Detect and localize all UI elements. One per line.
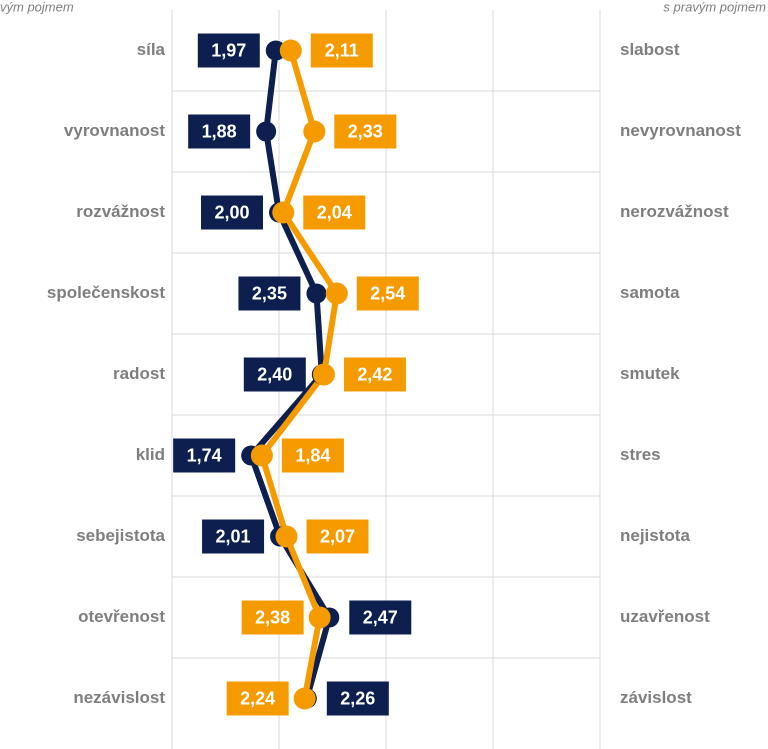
value-label: 2,00	[201, 195, 263, 230]
value-label: 2,35	[238, 276, 301, 311]
value-label-box	[334, 114, 397, 149]
value-label-box	[201, 195, 263, 230]
value-label-box	[243, 357, 306, 392]
value-label-text: 1,84	[295, 445, 330, 465]
value-label: 2,40	[243, 357, 306, 392]
value-label: 2,38	[241, 600, 304, 635]
value-label-box	[343, 357, 406, 392]
left-label: síla	[137, 40, 166, 59]
right-label: samota	[620, 283, 680, 302]
right-note: s pravým pojmem	[663, 0, 766, 14]
value-label: 2,11	[310, 33, 373, 68]
value-label-text: 2,40	[257, 364, 292, 384]
right-label: slabost	[620, 40, 680, 59]
value-label-text: 2,26	[340, 688, 375, 708]
marker	[265, 40, 286, 61]
value-label-text: 2,54	[370, 283, 405, 303]
value-label-text: 2,24	[240, 688, 275, 708]
right-label: nevyrovnanost	[620, 121, 741, 140]
value-label-box	[281, 438, 344, 473]
value-label-text: 2,42	[357, 364, 392, 384]
marker	[272, 201, 295, 224]
value-label-text: 2,35	[252, 283, 287, 303]
marker	[303, 120, 326, 143]
left-label: klid	[136, 445, 165, 464]
value-label-box	[356, 276, 419, 311]
left-note: vým pojmem	[0, 0, 74, 14]
value-label-text: 1,74	[187, 445, 222, 465]
value-label-text: 1,88	[202, 121, 237, 141]
value-label: 2,01	[202, 519, 265, 554]
value-label-box	[303, 195, 366, 230]
value-label-box	[226, 681, 289, 716]
marker	[275, 525, 298, 548]
left-label: vyrovnanost	[64, 121, 165, 140]
value-label: 2,04	[303, 195, 366, 230]
right-label: stres	[620, 445, 661, 464]
right-label: smutek	[620, 364, 680, 383]
value-label-text: 2,04	[317, 202, 352, 222]
value-label: 2,47	[349, 600, 412, 635]
marker	[306, 283, 327, 304]
value-label: 2,07	[306, 519, 369, 554]
value-label-box	[306, 519, 369, 554]
right-label: nejistota	[620, 526, 690, 545]
value-label: 1,88	[188, 114, 251, 149]
left-label: sebejistota	[76, 526, 165, 545]
value-label: 1,84	[281, 438, 344, 473]
left-label: společenskost	[47, 283, 165, 302]
value-label-text: 2,33	[348, 121, 383, 141]
right-label: závislost	[620, 688, 692, 707]
right-label: nerozvážnost	[620, 202, 729, 221]
left-label: nezávislost	[73, 688, 165, 707]
marker	[325, 282, 348, 305]
value-label: 2,54	[356, 276, 419, 311]
value-label-box	[326, 681, 389, 716]
marker	[312, 363, 335, 386]
marker	[250, 444, 273, 467]
marker	[293, 687, 316, 710]
value-label-box	[310, 33, 373, 68]
value-label: 2,42	[343, 357, 406, 392]
value-label: 1,97	[197, 33, 260, 68]
value-label-box	[173, 438, 236, 473]
marker	[256, 121, 277, 142]
value-label-text: 2,38	[255, 607, 290, 627]
value-label-text: 2,47	[363, 607, 398, 627]
value-label-text: 1,97	[211, 40, 246, 60]
value-label-box	[349, 600, 412, 635]
value-label-text: 2,07	[320, 526, 355, 546]
value-label-text: 2,00	[214, 202, 249, 222]
value-label: 1,74	[173, 438, 236, 473]
left-label: radost	[113, 364, 165, 383]
right-label: uzavřenost	[620, 607, 710, 626]
value-label: 2,24	[226, 681, 289, 716]
value-label-box	[197, 33, 260, 68]
value-label: 2,33	[334, 114, 397, 149]
marker	[308, 606, 331, 629]
value-label-box	[238, 276, 301, 311]
value-label: 2,26	[326, 681, 389, 716]
value-label-text: 2,11	[325, 40, 359, 60]
marker	[279, 39, 302, 62]
left-label: rozvážnost	[76, 202, 165, 221]
value-label-box	[202, 519, 265, 554]
value-label-box	[241, 600, 304, 635]
value-label-text: 2,01	[216, 526, 251, 546]
value-label-box	[188, 114, 251, 149]
left-label: otevřenost	[78, 607, 165, 626]
